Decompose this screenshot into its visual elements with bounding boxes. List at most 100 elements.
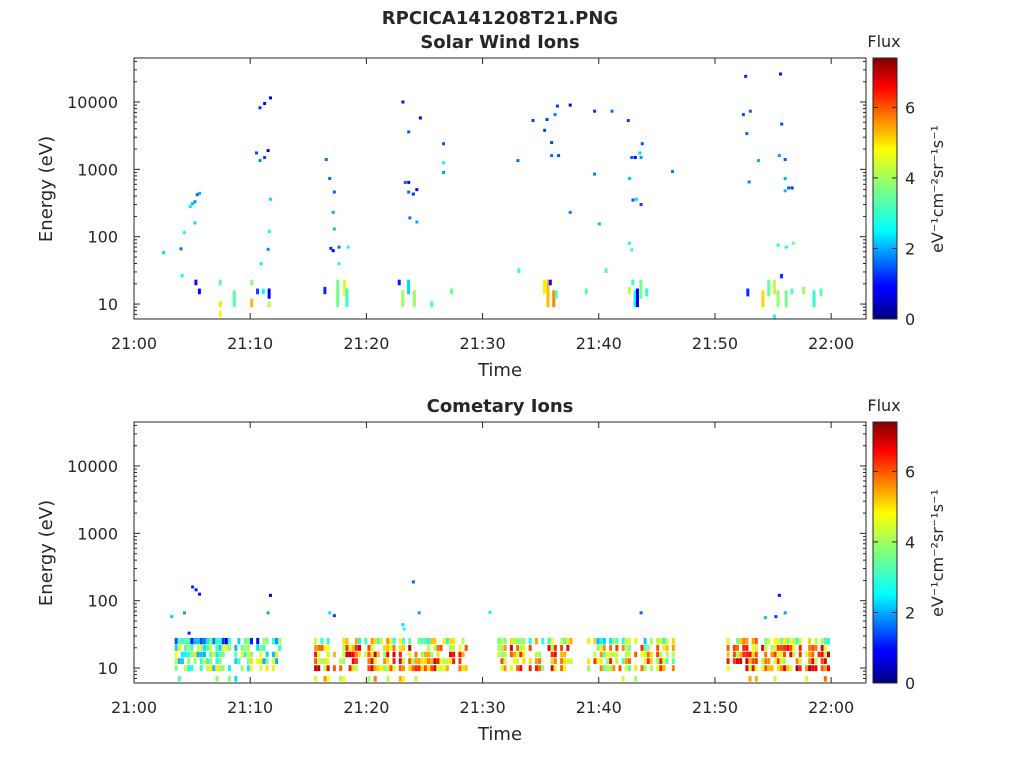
flux-cell [820, 637, 824, 645]
flux-point [783, 189, 787, 193]
flux-cell [433, 665, 437, 672]
flux-cell [497, 651, 501, 658]
flux-cell [538, 665, 542, 672]
flux-point [401, 100, 405, 104]
x-tick-label: 21:40 [576, 698, 622, 717]
flux-point [266, 611, 270, 615]
flux-cell [196, 637, 200, 645]
flux-cell [342, 658, 346, 664]
flux-cell [798, 637, 802, 645]
flux-cell [587, 658, 591, 664]
flux-cell [584, 288, 588, 295]
flux-point [780, 122, 784, 126]
flux-cell [190, 637, 194, 645]
flux-cell [665, 658, 669, 664]
flux-cell [604, 268, 608, 273]
flux-cell [726, 644, 730, 651]
flux-cell [754, 676, 758, 682]
flux-cell [748, 658, 752, 664]
flux-cell [497, 644, 501, 651]
flux-cell [439, 644, 443, 651]
flux-cell [401, 637, 405, 645]
flux-cell [566, 658, 570, 664]
flux-point [545, 117, 549, 121]
flux-cell [820, 658, 824, 664]
flux-cell [820, 665, 824, 672]
flux-cell [547, 637, 551, 645]
flux-cell [414, 658, 418, 664]
flux-point [763, 616, 767, 620]
flux-cell [190, 665, 194, 672]
flux-cell [433, 658, 437, 664]
flux-cell [811, 651, 815, 658]
flux-cell [452, 637, 456, 645]
flux-point [783, 611, 787, 615]
flux-cell [528, 644, 532, 651]
flux-cell [509, 665, 513, 672]
flux-cell [754, 637, 758, 645]
flux-cell [256, 288, 259, 295]
flux-cell [773, 314, 777, 319]
flux-cell [187, 665, 191, 672]
flux-cell [745, 651, 749, 658]
flux-cell [751, 637, 755, 645]
flux-cell [430, 651, 434, 658]
flux-cell [206, 665, 210, 672]
flux-point [747, 180, 751, 184]
flux-cell [645, 288, 649, 297]
flux-cell [519, 637, 523, 645]
flux-cell [317, 665, 321, 672]
flux-cell [500, 658, 504, 664]
flux-cell [275, 637, 279, 645]
flux-cell [792, 637, 796, 645]
flux-cell [553, 644, 557, 651]
flux-cell [773, 637, 777, 645]
flux-point [191, 202, 195, 206]
flux-cell [407, 279, 411, 295]
flux-cell [735, 651, 739, 658]
flux-cell [609, 665, 613, 672]
flux-point [182, 611, 186, 615]
flux-point [411, 580, 415, 584]
flux-point [630, 248, 634, 252]
flux-cell [823, 651, 827, 658]
flux-cell [184, 637, 188, 645]
flux-cell [665, 651, 669, 658]
flux-cell [547, 644, 551, 651]
colorbar-gradient [873, 58, 897, 319]
flux-cell [184, 665, 188, 672]
flux-cell [624, 637, 628, 645]
flux-point [634, 197, 638, 201]
flux-cell [326, 651, 330, 658]
flux-cell [187, 651, 191, 658]
flux-cell [427, 637, 431, 645]
flux-cell [779, 658, 783, 664]
flux-cell [265, 665, 269, 672]
flux-cell [275, 651, 279, 658]
flux-cell [500, 644, 504, 651]
flux-cell [615, 637, 619, 645]
flux-cell [259, 665, 263, 672]
colorbar-label: eV⁻¹cm⁻²sr⁻¹s⁻¹ [928, 125, 947, 253]
flux-point [411, 192, 415, 196]
flux-cell [336, 279, 340, 308]
flux-cell [240, 644, 244, 651]
flux-cell [383, 665, 387, 672]
flux-cell [671, 637, 675, 645]
flux-cell [448, 658, 452, 664]
flux-cell [516, 658, 520, 664]
flux-cell [209, 651, 213, 658]
flux-cell [237, 637, 241, 645]
flux-cell [541, 665, 545, 672]
flux-cell [817, 651, 821, 658]
flux-cell [770, 665, 774, 672]
flux-cell [767, 665, 771, 672]
flux-cell [621, 658, 625, 664]
flux-point [258, 106, 262, 110]
colorbar-cometary: Flux eV⁻¹cm⁻²sr⁻¹s⁻¹ 0 2 4 6 [867, 396, 947, 693]
flux-cell [639, 279, 643, 299]
flux-cell [267, 301, 271, 308]
flux-cell [392, 644, 396, 651]
flux-cell [820, 651, 824, 658]
